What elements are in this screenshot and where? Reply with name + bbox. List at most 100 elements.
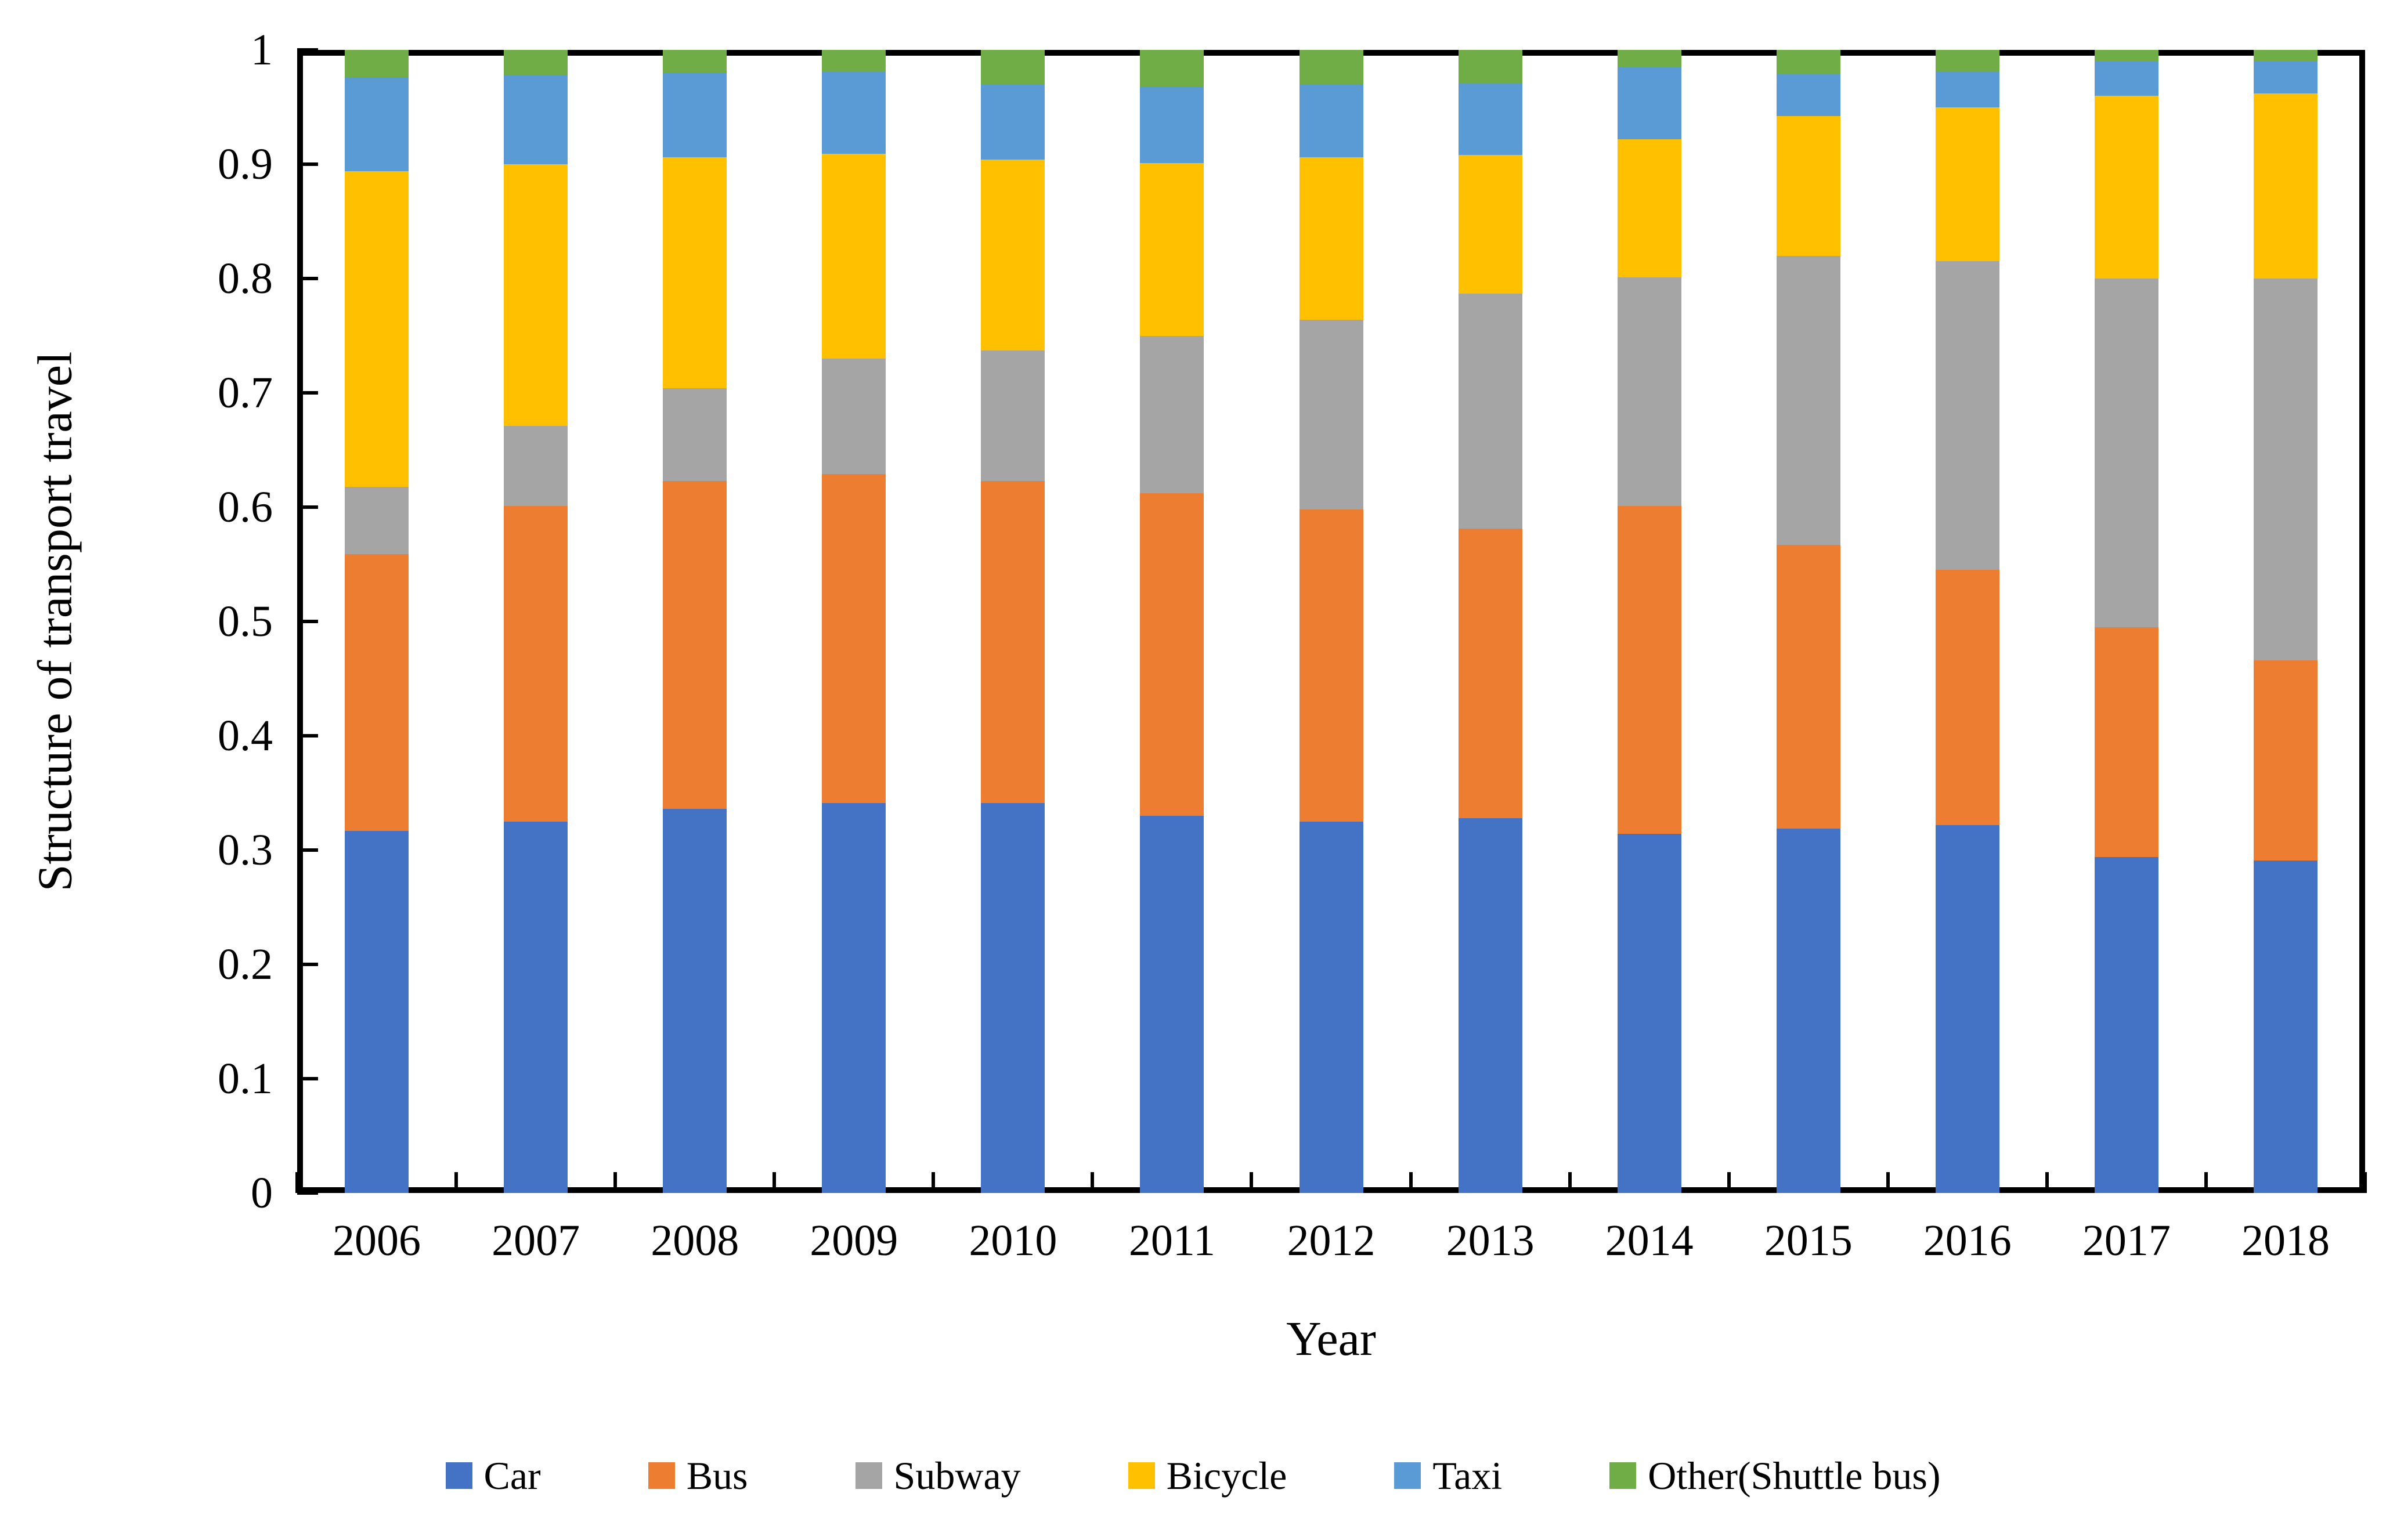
bar-segment-subway <box>1935 261 1999 570</box>
legend-item-taxi: Taxi <box>1394 1453 1502 1499</box>
bar-segment-taxi <box>1299 84 1363 158</box>
bar-segment-car <box>1617 834 1681 1193</box>
x-tick-label-2012: 2012 <box>1287 1216 1376 1265</box>
x-tick <box>932 1172 936 1193</box>
x-tick-label-2017: 2017 <box>2082 1216 2171 1265</box>
bar-2009 <box>822 50 886 1193</box>
x-tick-label-2018: 2018 <box>2241 1216 2330 1265</box>
bar-segment-taxi <box>1776 74 1840 117</box>
bar-segment-car <box>1776 828 1840 1193</box>
bar-segment-subway <box>1140 335 1204 494</box>
y-tick <box>297 391 318 395</box>
x-tick <box>613 1172 618 1193</box>
y-tick <box>297 1191 318 1195</box>
y-tick <box>297 620 318 623</box>
bar-segment-subway <box>2094 279 2158 627</box>
bar-segment-bus <box>2094 627 2158 857</box>
legend-item-bus: Bus <box>648 1453 748 1499</box>
y-tick-label: 0.6 <box>218 483 273 532</box>
x-tick-label-2009: 2009 <box>810 1216 898 1265</box>
bar-segment-car <box>981 803 1045 1193</box>
bar-segment-bicycle <box>345 171 409 487</box>
bar-segment-car <box>1935 825 1999 1193</box>
legend-label: Bicycle <box>1166 1453 1287 1498</box>
y-tick-label: 0.4 <box>218 711 273 760</box>
bar-segment-bus <box>981 480 1045 804</box>
legend: Car Bus Subway Bicycle Taxi Other(Shuttle bus… <box>0 1444 2386 1508</box>
bar-segment-car <box>504 821 568 1193</box>
bar-segment-other-shuttle-bus <box>2094 50 2158 62</box>
bar-segment-car <box>345 830 409 1193</box>
bar-segment-bicycle <box>504 164 568 426</box>
bar-segment-car <box>2094 856 2158 1193</box>
x-tick-label-2010: 2010 <box>969 1216 1057 1265</box>
bar-segment-bicycle <box>981 160 1045 351</box>
bar-2007 <box>504 50 568 1193</box>
x-tick <box>2045 1172 2049 1193</box>
x-tick-label-2013: 2013 <box>1446 1216 1535 1265</box>
bar-2010 <box>981 50 1045 1193</box>
x-tick-label-2008: 2008 <box>651 1216 739 1265</box>
bar-segment-bicycle <box>663 157 727 389</box>
bar-segment-bicycle <box>1140 163 1204 336</box>
bar-segment-other-shuttle-bus <box>1776 50 1840 74</box>
y-tick <box>297 848 318 852</box>
bar-2008 <box>663 50 727 1193</box>
bar-segment-other-shuttle-bus <box>1299 50 1363 85</box>
bar-segment-bicycle <box>1935 107 1999 262</box>
y-tick <box>297 162 318 166</box>
x-tick-label-2011: 2011 <box>1128 1216 1216 1265</box>
y-tick <box>297 505 318 509</box>
bar-segment-taxi <box>1458 83 1522 156</box>
legend-swatch <box>648 1462 675 1489</box>
bar-segment-car <box>2253 860 2318 1193</box>
legend-swatch <box>855 1462 882 1489</box>
bar-segment-other-shuttle-bus <box>822 50 886 72</box>
bar-segment-taxi <box>663 73 727 158</box>
x-tick <box>1727 1172 1731 1193</box>
x-tick <box>454 1172 459 1193</box>
x-tick <box>1091 1172 1095 1193</box>
bar-segment-subway <box>1617 277 1681 507</box>
legend-swatch <box>1609 1462 1637 1489</box>
bar-segment-subway <box>981 350 1045 481</box>
x-tick <box>1250 1172 1254 1193</box>
y-tick-label: 0.8 <box>218 254 273 303</box>
bar-segment-taxi <box>345 77 409 171</box>
bar-segment-other-shuttle-bus <box>1617 50 1681 67</box>
legend-label: Car <box>483 1453 541 1498</box>
bar-segment-bicycle <box>1299 157 1363 320</box>
bar-segment-other-shuttle-bus <box>2253 50 2318 62</box>
bar-segment-bicycle <box>2253 93 2318 279</box>
bar-segment-taxi <box>1140 86 1204 164</box>
bar-segment-car <box>1458 818 1522 1193</box>
bar-segment-bus <box>345 554 409 831</box>
x-tick <box>773 1172 777 1193</box>
y-tick-label: 0.2 <box>218 940 273 989</box>
bar-segment-bicycle <box>822 154 886 359</box>
legend-label: Other(Shuttle bus) <box>1648 1453 1941 1498</box>
x-tick <box>295 1172 299 1193</box>
bars-layer <box>297 50 2365 1193</box>
bar-segment-taxi <box>1935 71 1999 107</box>
bar-segment-subway <box>1776 255 1840 545</box>
y-tick <box>297 963 318 966</box>
bar-segment-subway <box>663 388 727 481</box>
bar-segment-bus <box>1776 545 1840 829</box>
bar-segment-bicycle <box>1617 139 1681 278</box>
bar-segment-taxi <box>822 71 886 154</box>
bar-segment-car <box>663 809 727 1193</box>
x-tick-label-2007: 2007 <box>492 1216 580 1265</box>
bar-segment-other-shuttle-bus <box>663 50 727 73</box>
legend-label: Bus <box>686 1453 748 1498</box>
bar-segment-other-shuttle-bus <box>1458 50 1522 84</box>
legend-item-bicycle: Bicycle <box>1128 1453 1287 1499</box>
bar-segment-car <box>1299 821 1363 1193</box>
y-tick <box>297 1077 318 1080</box>
bar-segment-bus <box>1458 529 1522 818</box>
x-tick <box>2363 1172 2367 1193</box>
y-tick-label: 0.5 <box>218 597 273 646</box>
bar-segment-bus <box>822 473 886 804</box>
bar-segment-taxi <box>1617 67 1681 139</box>
bar-segment-other-shuttle-bus <box>1140 50 1204 87</box>
